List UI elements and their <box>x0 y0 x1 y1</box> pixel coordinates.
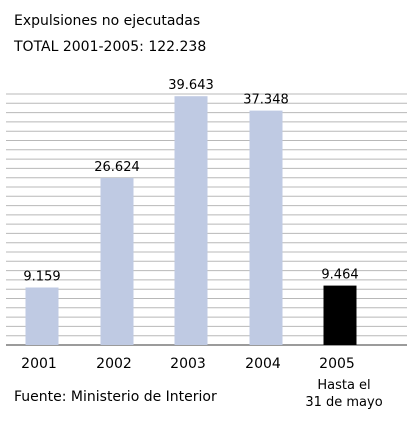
x-tick-label-2001: 2001 <box>21 356 57 372</box>
bar-2003 <box>174 96 208 345</box>
bar-2005 <box>323 285 357 345</box>
value-label-2005: 9.464 <box>321 268 358 283</box>
category-note-line-1: Hasta el <box>317 378 370 393</box>
value-label-2003: 39.643 <box>168 78 214 93</box>
category-note-line-2: 31 de mayo <box>305 395 382 410</box>
value-label-2001: 9.159 <box>23 270 60 285</box>
bar-2002 <box>100 177 134 345</box>
bar-2004 <box>249 110 283 345</box>
chart-subtitle: TOTAL 2001-2005: 122.238 <box>13 39 206 55</box>
value-label-2004: 37.348 <box>243 93 289 108</box>
value-label-2002: 26.624 <box>94 160 140 175</box>
x-tick-label-2002: 2002 <box>96 356 132 372</box>
chart-title: Expulsiones no ejecutadas <box>14 13 200 29</box>
x-tick-label-2004: 2004 <box>245 356 281 372</box>
x-tick-label-2003: 2003 <box>170 356 206 372</box>
x-tick-label-2005: 2005 <box>319 356 355 372</box>
source-note: Fuente: Ministerio de Interior <box>14 389 217 405</box>
bars: 9.159 2001 26.624 2002 39.643 2003 37.348 2004 9… <box>21 78 358 372</box>
bar-2001 <box>25 287 59 345</box>
